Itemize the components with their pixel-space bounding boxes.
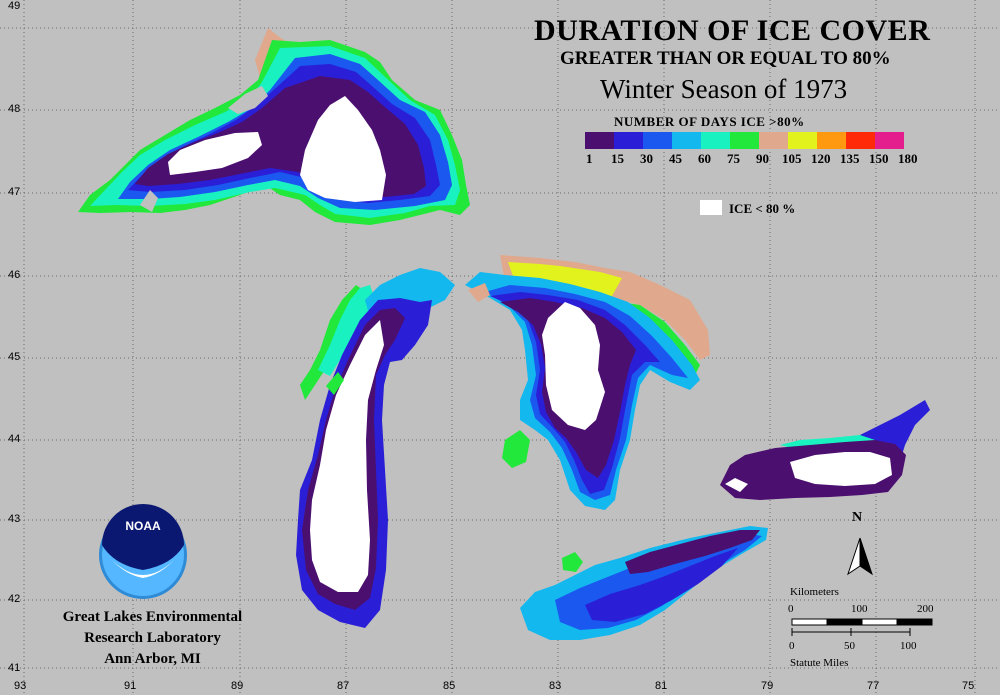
lon-label: 91	[124, 680, 137, 692]
scale-bar	[791, 618, 933, 636]
noaa-logo-text: NOAA	[125, 519, 161, 533]
lon-label: 87	[337, 680, 350, 692]
legend-title: NUMBER OF DAYS ICE >80%	[614, 114, 805, 129]
lon-label: 81	[655, 680, 668, 692]
scale-km-tick: 0	[788, 603, 794, 615]
lon-label: 75	[962, 680, 975, 692]
legend-swatch-1	[614, 132, 643, 149]
legend-tick-label: 150	[869, 151, 889, 166]
legend-tick-label: 60	[698, 151, 711, 166]
lake-superior	[78, 28, 470, 225]
north-label: N	[852, 510, 863, 525]
legend-swatch-3	[672, 132, 701, 149]
legend-tick-label: 30	[640, 151, 653, 166]
legend-tick-label: 120	[811, 151, 831, 166]
legend-tick-label: 1	[586, 151, 593, 166]
lat-label: 47	[8, 186, 21, 198]
legend-tick-label: 105	[782, 151, 802, 166]
legend-swatch-0	[585, 132, 614, 149]
scale-mi-tick: 100	[900, 640, 917, 652]
lat-label: 44	[8, 433, 21, 445]
org-line-1: Great Lakes Environmental	[62, 609, 243, 625]
noaa-logo	[99, 504, 187, 599]
north-arrow-icon	[847, 537, 873, 576]
lat-label: 42	[8, 593, 21, 605]
lon-label: 89	[231, 680, 244, 692]
legend-tick-label: 15	[611, 151, 624, 166]
lat-label: 48	[8, 103, 21, 115]
lon-label: 77	[867, 680, 880, 692]
lat-label: 46	[8, 269, 21, 281]
lake-huron	[465, 255, 710, 510]
legend-tick-label: 75	[727, 151, 740, 166]
legend-tick-label: 90	[756, 151, 769, 166]
legend-swatch-5	[730, 132, 759, 149]
map-subtitle: GREATER THAN OR EQUAL TO 80%	[560, 48, 891, 69]
org-line-2: Research Laboratory	[84, 630, 221, 646]
lat-label: 45	[8, 351, 21, 363]
lake-st-clair	[562, 552, 583, 572]
org-line-3: Ann Arbor, MI	[104, 651, 201, 667]
legend-tick-label: 180	[898, 151, 918, 166]
lon-label: 79	[761, 680, 774, 692]
scale-km-tick: 200	[917, 603, 934, 615]
legend-swatch-4	[701, 132, 730, 149]
lon-label: 93	[14, 680, 27, 692]
lon-label: 85	[443, 680, 456, 692]
legend-swatch-8	[817, 132, 846, 149]
lon-label: 83	[549, 680, 562, 692]
legend-color-bar	[585, 132, 904, 149]
legend-tick-label: 135	[840, 151, 860, 166]
legend-swatch-9	[846, 132, 875, 149]
lake-erie	[520, 526, 768, 640]
legend-swatch-6	[759, 132, 788, 149]
scale-km-label: Kilometers	[790, 586, 839, 598]
legend-swatch-7	[788, 132, 817, 149]
legend-ticks: 1 15 30 45 60 75 90 105 120 135 150 180	[578, 151, 938, 166]
lat-label: 49	[8, 0, 21, 12]
legend-swatch-10	[875, 132, 904, 149]
lake-michigan	[296, 268, 455, 628]
ice-less-than-80-swatch	[700, 200, 722, 215]
season-title: Winter Season of 1973	[600, 74, 848, 104]
scale-mi-tick: 0	[789, 640, 795, 652]
scale-mi-tick: 50	[844, 640, 855, 652]
lat-label: 43	[8, 513, 21, 525]
legend-swatch-2	[643, 132, 672, 149]
ice-less-than-80-label: ICE < 80 %	[729, 201, 796, 216]
lake-ontario	[720, 400, 930, 500]
legend-tick-label: 45	[669, 151, 682, 166]
scale-mi-label: Statute Miles	[790, 657, 849, 669]
scale-km-tick: 100	[851, 603, 868, 615]
map-title: DURATION OF ICE COVER	[534, 14, 931, 47]
lat-label: 41	[8, 662, 21, 674]
